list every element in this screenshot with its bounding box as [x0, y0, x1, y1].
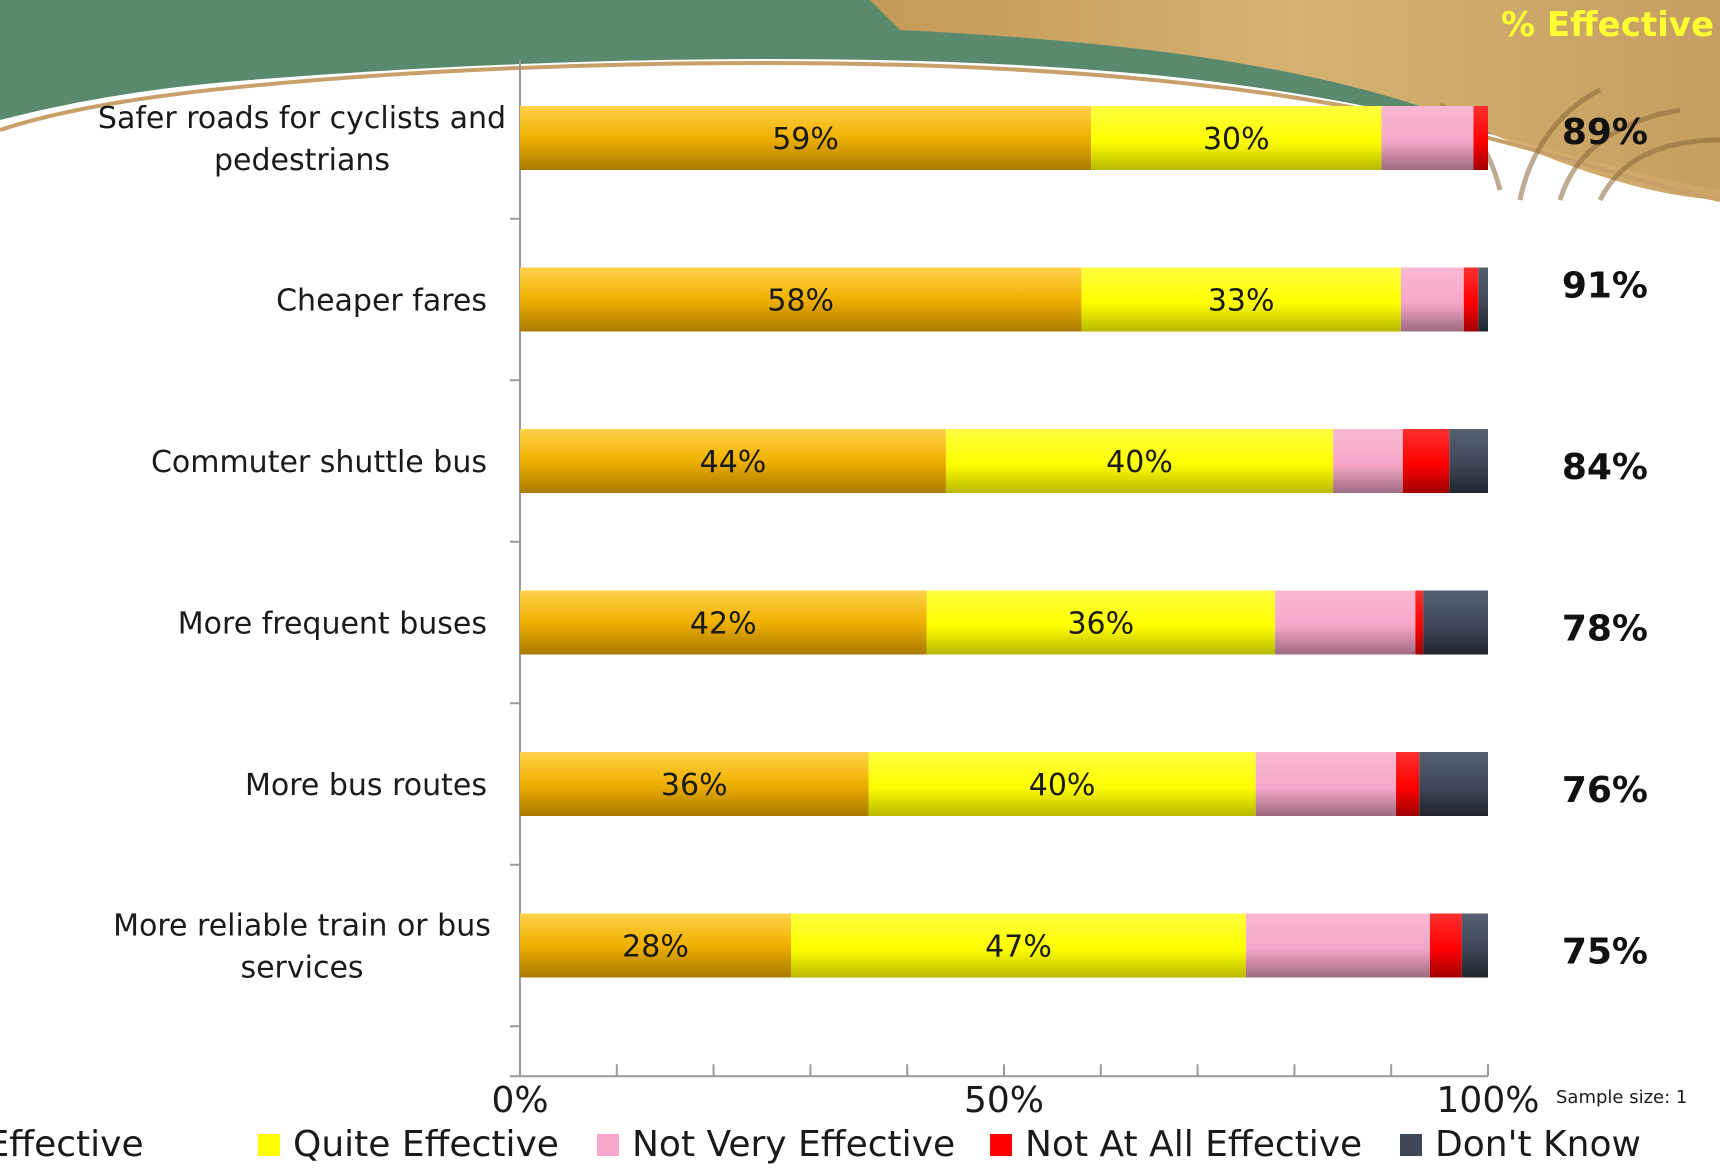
legend-item-very-effective: Very Effective [0, 1124, 144, 1165]
legend-label: Not At All Effective [1025, 1124, 1362, 1165]
bar-segment-not-at-all-effective [1396, 752, 1420, 816]
legend-swatch [597, 1134, 619, 1156]
bar-segment-don-t-know [1423, 590, 1488, 655]
legend-swatch [990, 1134, 1012, 1156]
effective-total-label: 76% [1562, 770, 1648, 811]
legend-label: Don't Know [1435, 1124, 1641, 1165]
legend-item-don-t-know: Don't Know [1400, 1124, 1641, 1165]
category-label: More bus routes [245, 768, 487, 803]
legend-swatch [1400, 1134, 1422, 1156]
effective-total-label: 78% [1562, 609, 1648, 650]
bar-data-label: 40% [1029, 768, 1096, 803]
bar-segment-very-effective [520, 429, 946, 493]
bar-segment-not-at-all-effective [1473, 106, 1488, 170]
bar-segment-don-t-know [1478, 267, 1488, 332]
effective-total-label: 84% [1562, 447, 1648, 488]
legend-item-quite-effective: Quite Effective [258, 1124, 559, 1165]
legend-label: Quite Effective [293, 1124, 559, 1165]
legend-label: Very Effective [0, 1124, 144, 1165]
bar-data-label: 30% [1203, 122, 1270, 157]
bar-data-label: 42% [690, 607, 757, 642]
bar-segment-not-at-all-effective [1402, 429, 1450, 493]
bar-segment-not-very-effective [1275, 590, 1416, 655]
background-sand-swoosh [870, 0, 1720, 200]
category-label: Safer roads for cyclists and pedestrians [98, 101, 506, 178]
bar-data-label: 36% [1067, 607, 1134, 642]
bar-segment-don-t-know [1419, 752, 1488, 816]
legend-swatch [258, 1134, 280, 1156]
bar-segment-very-effective [520, 106, 1092, 170]
bar-segment-not-very-effective [1333, 429, 1403, 493]
bar-segment-not-very-effective [1255, 752, 1397, 816]
bar-segment-not-at-all-effective [1429, 913, 1462, 978]
category-labels: Safer roads for cyclists and pedestrians C… [98, 101, 506, 986]
bar-data-label: 36% [661, 768, 728, 803]
bar-data-label: 47% [985, 930, 1052, 965]
bar-data-label: 58% [767, 284, 834, 319]
bar-segment-very-effective [520, 913, 792, 978]
bar-data-label: 44% [700, 445, 767, 480]
bar-segment-quite-effective [868, 752, 1256, 816]
chart-axes [510, 60, 1489, 1078]
bar-segment-quite-effective [926, 590, 1276, 655]
bar-segment-not-at-all-effective [1415, 590, 1424, 655]
bar-segment-not-very-effective [1400, 267, 1464, 332]
bar-segment-not-at-all-effective [1463, 267, 1479, 332]
bar-segment-very-effective [520, 267, 1082, 332]
bar-data-label: 40% [1106, 445, 1173, 480]
bar-data-label: 28% [622, 930, 689, 965]
bar-segment-very-effective [520, 752, 869, 816]
x-tick-label: 50% [964, 1080, 1044, 1121]
legend-label: Not Very Effective [632, 1124, 955, 1165]
bar-segment-quite-effective [945, 429, 1334, 493]
x-tick-label: 100% [1437, 1080, 1540, 1121]
legend-item-not-very-effective: Not Very Effective [597, 1124, 955, 1165]
effective-total-label: 75% [1562, 932, 1648, 973]
bar-data-label: 59% [772, 122, 839, 157]
x-tick-labels: 0% 50% 100% [491, 1080, 1539, 1121]
chart-bars: 59% 30% 58% 33% 44% 40% 42% 36% 36% 40% 28% 47% [520, 106, 1488, 978]
sample-size-note: Sample size: 1 [1556, 1087, 1687, 1108]
background-sand-edge [0, 61, 1720, 202]
bar-segment-quite-effective [1081, 267, 1401, 332]
effective-totals: 89% 91% 84% 78% 76% 75% [1562, 112, 1648, 973]
effective-total-label: 91% [1562, 266, 1648, 307]
bar-segment-don-t-know [1461, 913, 1488, 978]
effective-column-title: % Effective [1501, 5, 1714, 45]
bar-data-label: 33% [1208, 284, 1275, 319]
category-label: Cheaper fares [276, 284, 487, 319]
category-label: Commuter shuttle bus [151, 445, 487, 480]
legend-item-not-at-all-effective: Not At All Effective [990, 1124, 1362, 1165]
bar-segment-not-very-effective [1381, 106, 1474, 170]
category-label: More reliable train or bus services [113, 909, 491, 986]
chart-legend: Very Effective Quite Effective Not Very Ef… [0, 1124, 1641, 1165]
category-label: More frequent buses [178, 607, 487, 642]
x-tick-label: 0% [491, 1080, 548, 1121]
bar-segment-quite-effective [791, 913, 1246, 978]
effective-total-label: 89% [1562, 112, 1648, 153]
bar-segment-very-effective [520, 590, 927, 655]
bar-segment-quite-effective [1091, 106, 1382, 170]
bar-segment-don-t-know [1449, 429, 1488, 493]
bar-segment-not-very-effective [1246, 913, 1430, 978]
